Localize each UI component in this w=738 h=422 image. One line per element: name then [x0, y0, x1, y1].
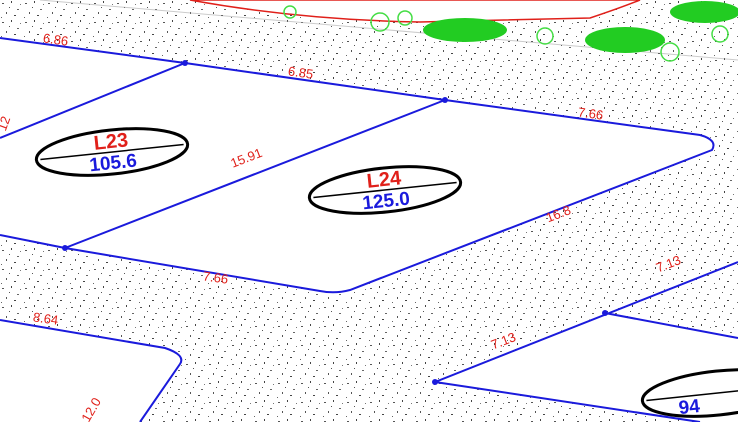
label-divider — [40, 143, 184, 161]
lot-id: L24 — [366, 167, 403, 193]
lot-area: 125.0 — [361, 189, 410, 215]
dimension-label: 6.86 — [42, 30, 69, 48]
label-divider — [313, 181, 457, 199]
dimension-label: 7.66 — [577, 104, 604, 122]
lot-area — [0, 320, 182, 422]
trees — [423, 1, 738, 53]
label-divider — [646, 384, 738, 402]
lot-lines — [0, 37, 738, 422]
lot-area — [0, 38, 714, 293]
green-boundary — [189, 0, 641, 23]
lot-id: L23 — [93, 129, 130, 154]
dimension-label: 7.66 — [202, 268, 229, 286]
dimension-label: 6.85 — [287, 63, 314, 81]
dimension-label: 8.64 — [32, 309, 59, 327]
shrubs — [283, 5, 729, 62]
lot-label: 94 — [640, 368, 738, 419]
lot-area: 94 — [678, 396, 702, 419]
dimension-label: 12 — [0, 114, 13, 133]
lot-area: 105.6 — [88, 151, 137, 177]
